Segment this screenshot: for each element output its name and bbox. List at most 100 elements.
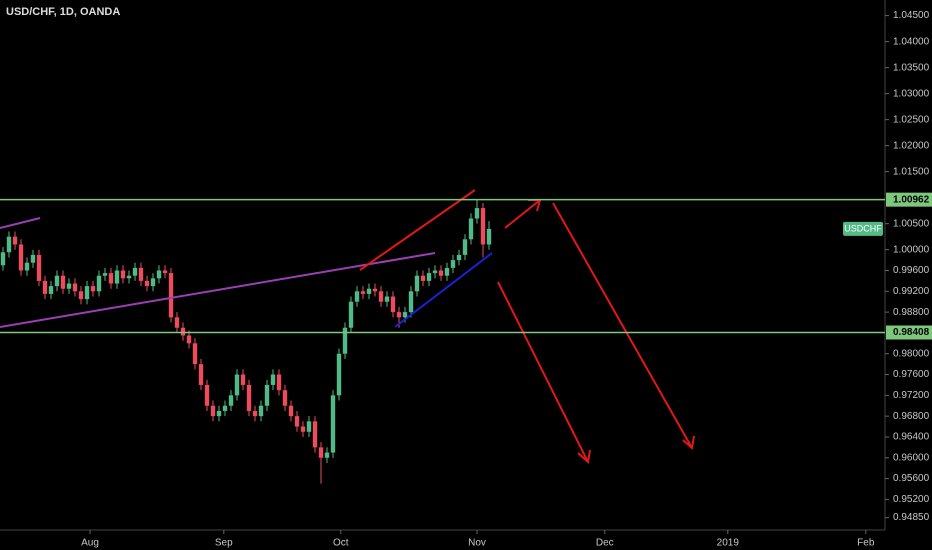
candle-body: [246, 384, 252, 411]
candle-body: [210, 405, 216, 417]
x-tick-label: Oct: [333, 538, 349, 549]
candle-body: [366, 288, 372, 294]
candle-body: [114, 270, 120, 284]
candle-body: [132, 267, 138, 276]
y-tick-label: 0.96400: [893, 432, 930, 443]
candle-body: [288, 405, 294, 417]
candle-body: [426, 273, 432, 281]
candle-body: [342, 327, 348, 354]
candle-body: [144, 280, 150, 287]
candle-body: [156, 270, 162, 279]
candle-body: [294, 416, 300, 427]
arrow: [552, 202, 695, 450]
candle-body: [174, 317, 180, 328]
symbol-label-box: [843, 221, 883, 236]
trendline: [0, 217, 41, 229]
candle-body: [186, 335, 192, 344]
x-tick-label: Dec: [596, 538, 614, 549]
y-tick-label: 0.95200: [893, 494, 930, 505]
symbol-label: USDCHF: [844, 223, 882, 233]
y-tick-label: 0.94850: [893, 512, 930, 523]
candle-body: [354, 291, 360, 302]
candle-body: [168, 273, 174, 318]
candle-body: [318, 447, 324, 458]
candle-body: [78, 291, 84, 300]
candle-body: [240, 374, 246, 385]
candle-body: [180, 327, 186, 336]
y-tick-label: 1.03500: [893, 62, 930, 73]
candle-body: [300, 426, 306, 432]
candle-body: [66, 283, 72, 289]
y-tick-label: 0.99600: [893, 265, 930, 276]
candle-body: [252, 410, 258, 417]
candle-body: [42, 280, 48, 294]
candle-body: [36, 254, 42, 281]
candle-body: [348, 301, 354, 328]
candle-body: [204, 384, 210, 406]
x-tick-label: Feb: [857, 538, 875, 549]
candle-body: [90, 286, 96, 292]
candle-body: [408, 291, 414, 313]
y-tick-label: 1.04000: [893, 36, 930, 47]
candle-body: [222, 405, 228, 411]
candle-body: [108, 273, 114, 284]
candle-body: [126, 275, 132, 279]
y-tick-label: 1.00000: [893, 244, 930, 255]
level-label: 0.98408: [893, 327, 930, 338]
candle-body: [60, 275, 66, 289]
candle-body: [264, 384, 270, 406]
y-tick-label: 0.96000: [893, 452, 930, 463]
candle-body: [18, 244, 24, 271]
candle-body: [228, 395, 234, 406]
candle-body: [420, 275, 426, 281]
y-tick-label: 0.97200: [893, 390, 930, 401]
candle-body: [438, 270, 444, 276]
candle-body: [474, 208, 480, 219]
candle-body: [216, 410, 222, 417]
candle-body: [486, 228, 492, 245]
candle-body: [330, 395, 336, 453]
y-tick-label: 0.98000: [893, 348, 930, 359]
x-tick-label: 2019: [717, 538, 740, 549]
candle-body: [396, 312, 402, 318]
trendline: [0, 252, 436, 328]
candle-body: [234, 374, 240, 396]
candle-body: [198, 364, 204, 385]
candle-body: [12, 236, 18, 245]
candle-body: [6, 236, 12, 253]
chart-title: USD/CHF, 1D, OANDA: [6, 6, 120, 18]
candle-body: [282, 390, 288, 406]
candle-body: [138, 267, 144, 281]
candle-body: [456, 254, 462, 261]
y-tick-label: 1.03000: [893, 88, 930, 99]
candle-body: [378, 291, 384, 302]
candle-body: [480, 208, 486, 245]
y-tick-label: 1.02500: [893, 114, 930, 125]
candle-body: [276, 374, 282, 391]
candle-body: [444, 267, 450, 276]
candle-body: [120, 270, 126, 279]
y-tick-label: 1.02000: [893, 140, 930, 151]
level-label-box: [886, 325, 932, 340]
arrow: [497, 281, 591, 464]
y-tick-label: 0.96800: [893, 411, 930, 422]
x-tick-label: Nov: [468, 538, 486, 549]
candle-body: [48, 286, 54, 294]
candle-body: [102, 273, 108, 276]
candle-body: [312, 421, 318, 448]
candle-body: [84, 286, 90, 300]
y-tick-label: 0.98800: [893, 307, 930, 318]
candle-body: [96, 275, 102, 292]
level-label: 1.00962: [893, 194, 930, 205]
level-label-box: [886, 192, 932, 207]
candle-body: [306, 421, 312, 432]
candle-body: [192, 343, 198, 365]
candle-body: [24, 262, 30, 271]
candle-body: [384, 296, 390, 302]
candle-body: [402, 312, 408, 318]
x-tick-label: Aug: [81, 538, 99, 549]
candle-body: [324, 452, 330, 458]
candle-body: [270, 374, 276, 385]
trendline: [394, 252, 493, 328]
